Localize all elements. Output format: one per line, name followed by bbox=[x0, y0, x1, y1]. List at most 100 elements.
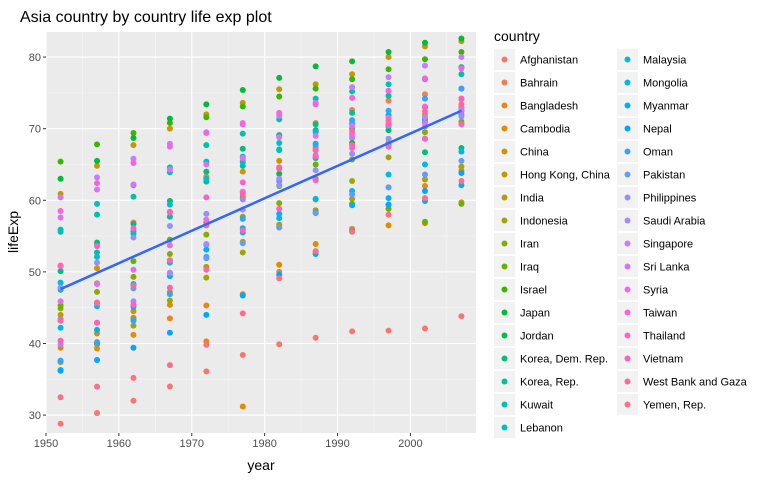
y-axis-ticks: 30 40 50 60 70 80 bbox=[29, 52, 46, 422]
data-point bbox=[130, 220, 137, 227]
data-point bbox=[312, 334, 319, 341]
data-point bbox=[421, 176, 428, 183]
legend-key-dot bbox=[501, 79, 508, 86]
data-point bbox=[239, 403, 246, 410]
legend-label: China bbox=[520, 147, 550, 159]
data-point bbox=[166, 223, 173, 230]
legend-key-dot bbox=[501, 171, 508, 178]
data-point bbox=[166, 250, 173, 257]
data-point bbox=[458, 163, 465, 170]
legend-label: Indonesia bbox=[520, 216, 569, 228]
data-point bbox=[57, 324, 64, 331]
data-point bbox=[166, 315, 173, 322]
data-point bbox=[203, 368, 210, 375]
data-point bbox=[276, 157, 283, 164]
data-point bbox=[166, 284, 173, 291]
legend-label: Sri Lanka bbox=[643, 262, 690, 274]
data-point bbox=[276, 147, 283, 154]
data-point bbox=[166, 362, 173, 369]
data-point bbox=[166, 383, 173, 390]
legend-label: Iraq bbox=[520, 262, 539, 274]
data-point bbox=[276, 170, 283, 177]
data-point bbox=[239, 121, 246, 128]
legend-key-dot bbox=[624, 56, 631, 63]
legend-label: West Bank and Gaza bbox=[643, 377, 748, 389]
data-point bbox=[94, 356, 101, 363]
legend-key-dot bbox=[501, 263, 508, 270]
data-point bbox=[203, 101, 210, 108]
data-point bbox=[166, 125, 173, 132]
data-point bbox=[130, 266, 137, 273]
data-point bbox=[57, 420, 64, 427]
data-point bbox=[239, 159, 246, 166]
data-point bbox=[94, 186, 101, 193]
data-point bbox=[421, 119, 428, 126]
data-point bbox=[203, 255, 210, 262]
data-point bbox=[276, 86, 283, 93]
data-point bbox=[421, 108, 428, 115]
data-point bbox=[349, 191, 356, 198]
data-point bbox=[94, 281, 101, 288]
data-point bbox=[385, 66, 392, 73]
data-point bbox=[349, 228, 356, 235]
data-point bbox=[94, 326, 101, 333]
data-point bbox=[276, 275, 283, 282]
x-tick-label: 1990 bbox=[325, 438, 349, 450]
data-point bbox=[239, 240, 246, 247]
legend-key-dot bbox=[501, 424, 508, 431]
data-point bbox=[130, 134, 137, 141]
data-point bbox=[166, 201, 173, 208]
data-point bbox=[421, 218, 428, 225]
data-point bbox=[312, 121, 319, 128]
data-point bbox=[385, 211, 392, 218]
data-point bbox=[203, 311, 210, 318]
legend-key-dot bbox=[501, 56, 508, 63]
data-point bbox=[312, 195, 319, 202]
data-point bbox=[421, 171, 428, 178]
data-point bbox=[57, 311, 64, 318]
data-point bbox=[166, 257, 173, 264]
data-point bbox=[276, 341, 283, 348]
data-point bbox=[57, 208, 64, 215]
y-tick-label: 30 bbox=[29, 410, 41, 422]
data-point bbox=[349, 117, 356, 124]
data-point bbox=[458, 200, 465, 207]
data-point bbox=[203, 231, 210, 238]
legend-key-dot bbox=[501, 240, 508, 247]
x-tick-label: 2000 bbox=[398, 438, 422, 450]
data-point bbox=[130, 181, 137, 188]
data-point bbox=[57, 357, 64, 364]
data-point bbox=[276, 175, 283, 182]
data-point bbox=[312, 240, 319, 247]
data-point bbox=[349, 76, 356, 83]
data-point bbox=[57, 337, 64, 344]
data-point bbox=[239, 310, 246, 317]
data-point bbox=[57, 158, 64, 165]
y-tick-label: 60 bbox=[29, 195, 41, 207]
legend-label: Syria bbox=[643, 285, 669, 297]
data-point bbox=[349, 88, 356, 95]
legend: Afghanistan Bahrain Bangladesh Cambodia Chin… bbox=[494, 49, 748, 438]
legend-key-dot bbox=[501, 102, 508, 109]
data-point bbox=[385, 74, 392, 81]
data-point bbox=[276, 210, 283, 217]
data-point bbox=[130, 308, 137, 315]
data-point bbox=[276, 74, 283, 81]
data-point bbox=[57, 367, 64, 374]
legend-key-dot bbox=[624, 240, 631, 247]
data-point bbox=[239, 130, 246, 137]
data-point bbox=[385, 201, 392, 208]
data-point bbox=[94, 299, 101, 306]
data-point bbox=[239, 196, 246, 203]
data-point bbox=[94, 265, 101, 272]
data-point bbox=[349, 71, 356, 78]
data-point bbox=[458, 157, 465, 164]
data-point bbox=[421, 95, 428, 102]
x-tick-label: 1970 bbox=[180, 438, 204, 450]
data-point bbox=[385, 222, 392, 229]
data-point bbox=[166, 115, 173, 122]
legend-label: Afghanistan bbox=[520, 55, 578, 67]
data-point bbox=[239, 249, 246, 256]
data-point bbox=[276, 139, 283, 146]
